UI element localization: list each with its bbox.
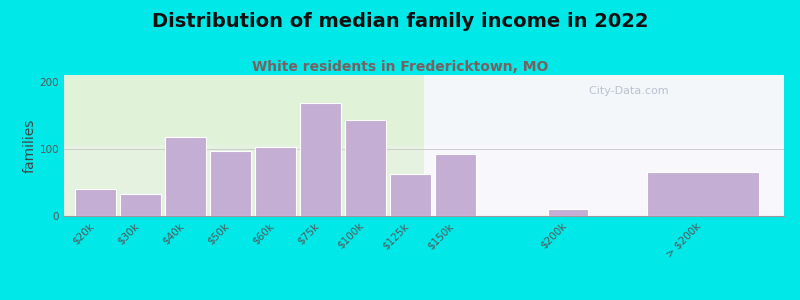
Bar [300,103,341,216]
Y-axis label: families: families [22,118,37,173]
Bar [120,194,161,216]
Bar [435,154,476,216]
Bar [646,172,759,216]
Bar [346,120,386,216]
Bar [210,151,250,216]
Bar [75,189,116,216]
Text: City-Data.com: City-Data.com [582,86,669,96]
Bar [166,137,206,216]
Bar [548,209,588,216]
Bar [390,174,430,216]
Text: Distribution of median family income in 2022: Distribution of median family income in … [152,12,648,31]
Bar [255,147,296,216]
Text: White residents in Fredericktown, MO: White residents in Fredericktown, MO [252,60,548,74]
